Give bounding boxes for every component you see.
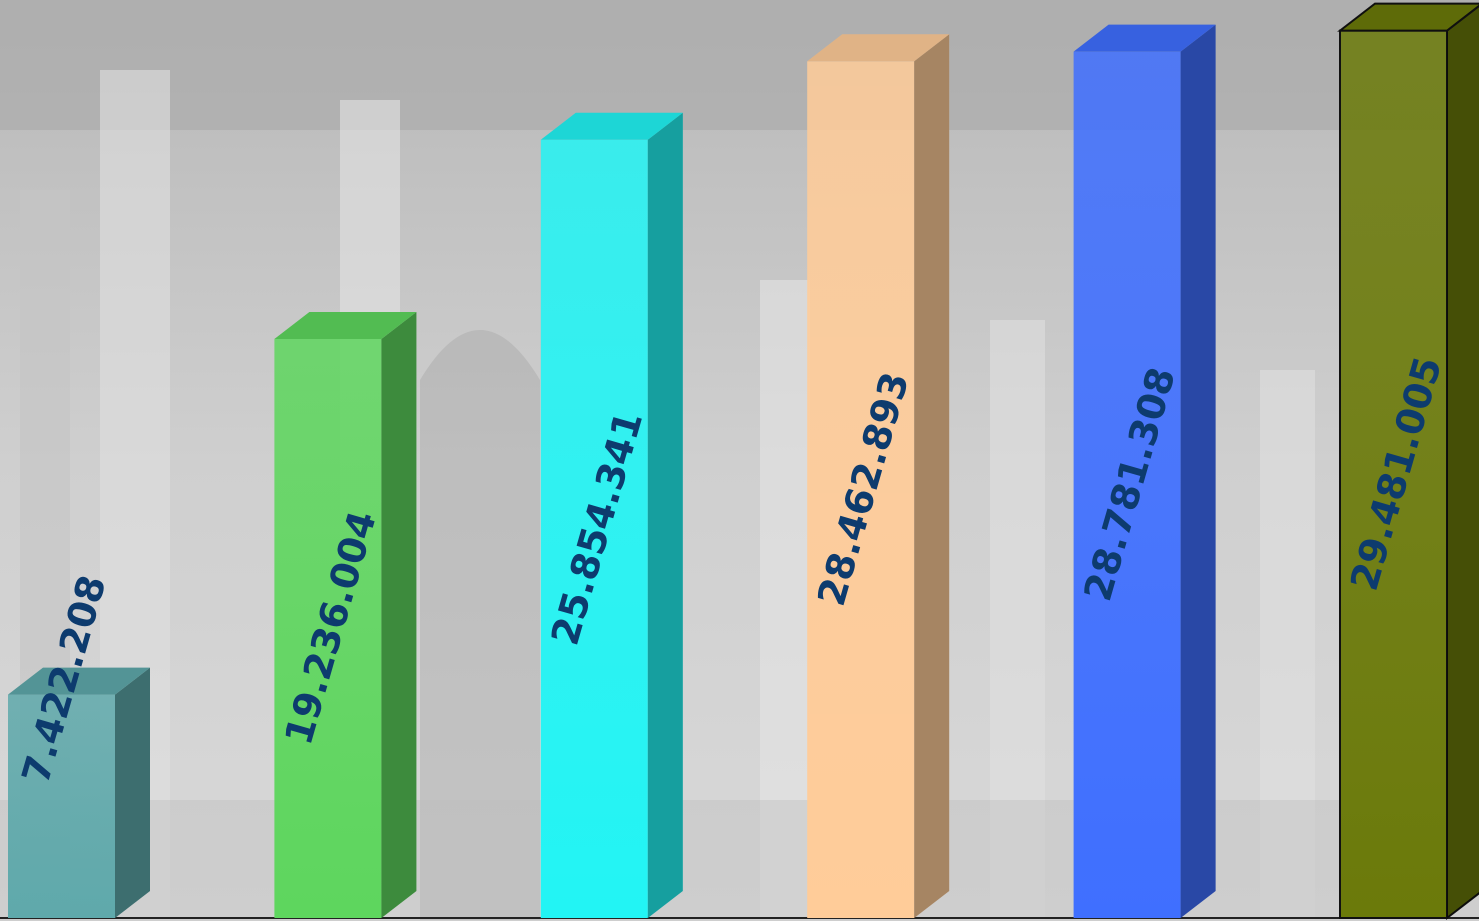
- bar-top-shade: [540, 112, 683, 140]
- bar-top-shade: [807, 34, 950, 62]
- bar-top: [274, 311, 417, 339]
- bar: [8, 694, 115, 918]
- bar-top-shade: [1073, 24, 1216, 52]
- bar: [540, 139, 648, 919]
- bar-top: [1073, 24, 1216, 52]
- bar-top-shade: [274, 311, 417, 339]
- bar-top: [807, 34, 950, 62]
- bar-side-shade: [115, 667, 150, 918]
- bar-side-shade: [381, 311, 417, 918]
- bar-top: [540, 112, 683, 140]
- bar-side-shade: [1180, 24, 1216, 919]
- bar-top-shade: [1340, 3, 1479, 31]
- bar-side: [914, 34, 950, 919]
- bar-side: [1180, 24, 1216, 919]
- bar-group: 25.854.341: [540, 112, 683, 919]
- bar: [807, 61, 915, 919]
- bar-side: [381, 311, 417, 918]
- bar-top: [1337, 2, 1479, 32]
- bar: [1073, 51, 1181, 919]
- bar-group: 19.236.004: [274, 311, 417, 918]
- bar-top-shade: [8, 667, 150, 695]
- bar: [274, 338, 382, 918]
- bar-group: 28.462.893: [807, 34, 950, 919]
- bar-side: [647, 112, 683, 919]
- bar-side-shade: [914, 34, 950, 919]
- bar-group: 29.481.005: [1337, 2, 1479, 921]
- bar-side-shade: [1447, 5, 1479, 918]
- bar-top: [8, 667, 150, 695]
- bar-side: [115, 667, 150, 918]
- bar-side-shade: [647, 112, 683, 919]
- bar-group: 28.781.308: [1073, 24, 1216, 919]
- bar: [1339, 29, 1448, 919]
